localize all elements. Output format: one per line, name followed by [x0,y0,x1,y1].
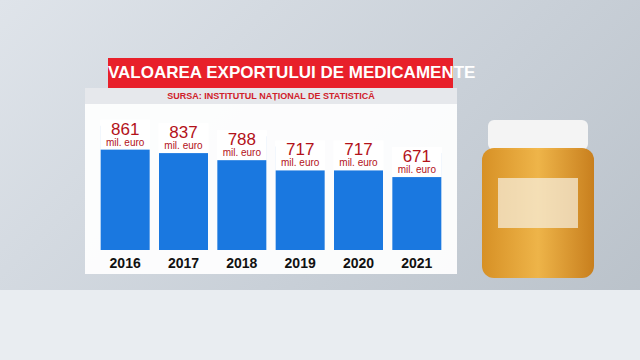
svg-text:2017: 2017 [168,255,199,271]
html-text:SURSA: INSTITUTUL NAȚIONAL DE: SURSA: INSTITUTUL NAȚIONAL DE STATISTICĂ [167,91,375,101]
svg-text:861: 861 [111,119,140,139]
svg-text:788: 788 [227,130,256,150]
svg-text:mil. euro: mil. euro [106,137,145,148]
svg-text:mil. euro: mil. euro [281,157,320,168]
svg-text:mil. euro: mil. euro [339,157,378,168]
svg-text:2021: 2021 [401,255,432,271]
svg-text:671: 671 [402,147,431,167]
svg-text:mil. euro: mil. euro [223,147,262,158]
svg-text:mil. euro: mil. euro [398,164,437,175]
html-text:VALOAREA EXPORTULUI DE MEDICAM: VALOAREA EXPORTULUI DE MEDICAMENTE [108,63,476,82]
svg-text:2018: 2018 [226,255,257,271]
svg-text:2020: 2020 [343,255,374,271]
svg-text:837: 837 [169,123,198,143]
svg-text:2016: 2016 [110,255,141,271]
svg-text:717: 717 [286,140,315,160]
svg-text:717: 717 [344,140,373,160]
svg-text:mil. euro: mil. euro [164,140,203,151]
svg-text:2019: 2019 [285,255,316,271]
